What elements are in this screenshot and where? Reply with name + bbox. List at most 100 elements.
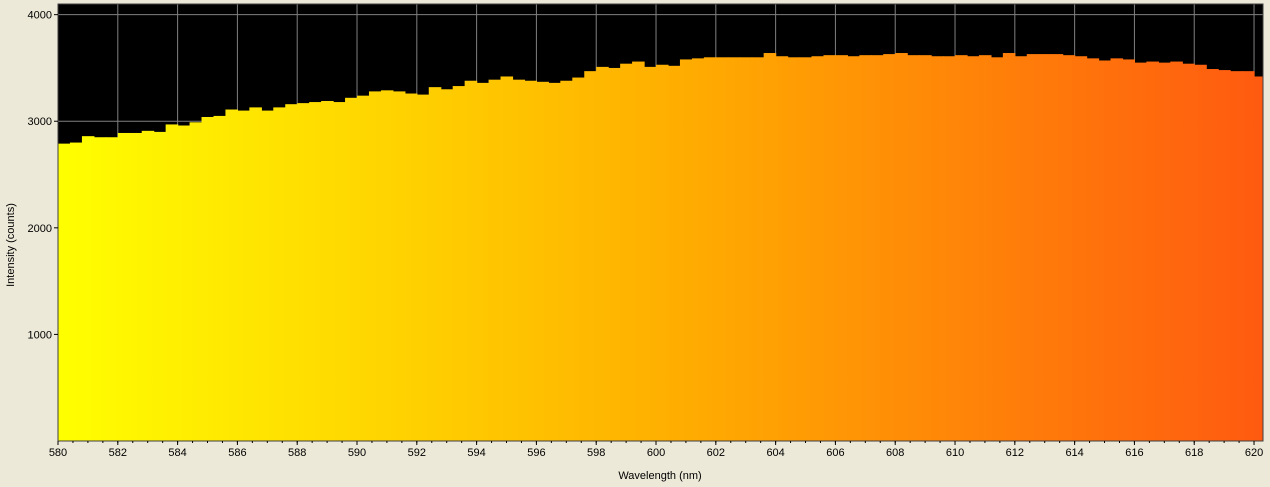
- x-tick-label: 582: [109, 447, 127, 459]
- intensity-bar: [404, 93, 418, 441]
- intensity-bar: [835, 55, 848, 441]
- intensity-bar: [847, 56, 860, 441]
- x-tick-label: 602: [707, 447, 725, 459]
- intensity-bar: [464, 80, 478, 441]
- intensity-bar: [1242, 71, 1255, 441]
- intensity-bar: [1134, 62, 1147, 441]
- intensity-bar: [129, 132, 143, 441]
- intensity-bar: [273, 107, 286, 441]
- x-tick-label: 588: [288, 447, 306, 459]
- x-tick-label: 608: [886, 447, 904, 459]
- intensity-bar: [345, 97, 358, 441]
- intensity-bar: [775, 56, 789, 441]
- intensity-bar: [512, 79, 526, 441]
- intensity-bar: [81, 136, 95, 441]
- x-tick-label: 580: [49, 447, 67, 459]
- intensity-bar: [117, 132, 131, 441]
- x-tick-label: 598: [587, 447, 605, 459]
- intensity-bar: [955, 55, 968, 441]
- intensity-bar: [691, 58, 705, 441]
- intensity-bar: [931, 56, 944, 441]
- x-tick-label: 594: [467, 447, 485, 459]
- intensity-bar: [1038, 54, 1052, 441]
- y-tick-label: 1000: [28, 329, 52, 341]
- intensity-bar: [715, 57, 729, 441]
- intensity-bar: [153, 131, 167, 441]
- intensity-bar: [1002, 53, 1016, 441]
- intensity-bar: [536, 81, 549, 441]
- y-tick-label: 4000: [28, 10, 52, 22]
- intensity-bar: [644, 66, 657, 441]
- intensity-bar: [428, 87, 442, 441]
- intensity-bar: [249, 107, 262, 441]
- intensity-bar: [667, 65, 681, 441]
- x-axis-title: Wavelength (nm): [618, 470, 701, 482]
- x-tick-label: 616: [1125, 447, 1143, 459]
- intensity-bar: [452, 86, 466, 441]
- intensity-bar: [978, 55, 992, 441]
- x-tick-label: 620: [1245, 447, 1263, 459]
- intensity-bar: [895, 53, 908, 441]
- intensity-bar: [608, 67, 621, 441]
- intensity-bar: [584, 71, 597, 441]
- x-tick-label: 610: [946, 447, 964, 459]
- x-tick-label: 584: [168, 447, 186, 459]
- intensity-bar: [165, 124, 179, 441]
- intensity-bar: [1014, 56, 1028, 441]
- intensity-bar: [141, 130, 155, 441]
- intensity-bar: [69, 142, 83, 441]
- intensity-bar: [703, 57, 717, 441]
- intensity-bar: [620, 63, 633, 441]
- intensity-bar: [787, 57, 801, 441]
- intensity-bar: [380, 90, 394, 441]
- intensity-bar: [1122, 59, 1136, 441]
- intensity-bar: [189, 122, 203, 441]
- intensity-bar: [309, 102, 322, 441]
- intensity-bar: [416, 94, 430, 441]
- intensity-bar: [739, 57, 753, 441]
- intensity-bar: [919, 55, 932, 441]
- intensity-bar: [763, 53, 777, 441]
- intensity-bar: [1206, 69, 1219, 441]
- x-tick-label: 596: [527, 447, 545, 459]
- intensity-bar: [1098, 60, 1112, 441]
- x-tick-label: 606: [826, 447, 844, 459]
- intensity-bar: [596, 66, 609, 441]
- intensity-bar: [1218, 70, 1231, 441]
- intensity-bar: [1182, 63, 1195, 441]
- intensity-bar: [321, 100, 334, 441]
- intensity-bar: [440, 89, 454, 441]
- intensity-bar: [261, 110, 274, 441]
- intensity-bar: [237, 110, 250, 441]
- intensity-bar: [966, 56, 980, 441]
- intensity-bar: [488, 79, 502, 441]
- intensity-bar: [368, 91, 382, 441]
- intensity-bar: [1026, 54, 1040, 441]
- intensity-bar: [1194, 64, 1207, 441]
- intensity-bar: [105, 137, 119, 441]
- intensity-bar: [93, 137, 107, 441]
- intensity-bar: [1158, 62, 1171, 441]
- intensity-bar: [58, 143, 71, 441]
- intensity-bar: [883, 54, 896, 441]
- intensity-bar: [907, 55, 920, 441]
- intensity-bar: [823, 55, 837, 441]
- x-tick-label: 614: [1065, 447, 1083, 459]
- intensity-bar: [859, 55, 872, 441]
- intensity-bars: [58, 53, 1263, 441]
- intensity-bar: [1062, 55, 1076, 441]
- intensity-bar: [201, 116, 215, 441]
- intensity-bar: [1074, 56, 1088, 441]
- plot-frame: [57, 3, 1264, 442]
- intensity-bar: [871, 55, 884, 441]
- intensity-bar: [679, 59, 693, 441]
- intensity-bar: [572, 77, 585, 441]
- intensity-bar: [727, 57, 741, 441]
- intensity-bar: [548, 82, 561, 441]
- intensity-bar: [333, 102, 346, 441]
- intensity-bar: [476, 82, 490, 441]
- intensity-bar: [1110, 58, 1124, 441]
- x-tick-label: 612: [1006, 447, 1024, 459]
- intensity-bar: [357, 95, 370, 441]
